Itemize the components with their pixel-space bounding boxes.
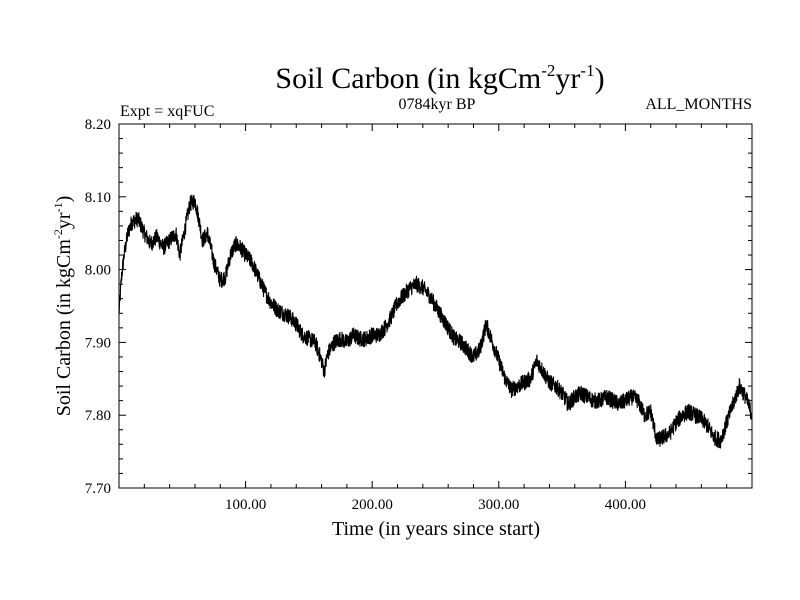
chart-title-main: Soil Carbon (in kgCm	[275, 62, 541, 95]
axis-ticks	[119, 123, 752, 489]
y-axis-label-sup1: -2	[51, 229, 65, 239]
y-tick-label: 7.70	[85, 481, 111, 497]
subtitle-right: ALL_MONTHS	[645, 96, 752, 113]
y-tick-label: 7.90	[85, 335, 111, 351]
x-tick-label: 400.00	[605, 497, 646, 513]
y-axis-label-mid: yr	[53, 212, 75, 229]
x-axis-label: Time (in years since start)	[332, 518, 540, 540]
y-axis-label: Soil Carbon (in kgCm-2yr-1)	[51, 196, 75, 417]
y-axis-label-sup2: -1	[51, 202, 65, 212]
axis-tick-labels: 100.00 200.00 300.00 400.00 7.70 7.80 7.90 8.00…	[85, 117, 646, 513]
chart-title-end: )	[595, 62, 605, 95]
chart-title-mid: yr	[555, 62, 580, 95]
y-tick-label: 8.20	[85, 117, 111, 133]
chart-title: Soil Carbon (in kgCm-2yr-1)	[275, 61, 604, 95]
subtitle-center: 0784kyr BP	[399, 96, 476, 113]
y-axis-label-end: )	[53, 196, 75, 203]
subtitle-left: Expt = xqFUC	[120, 103, 214, 120]
x-tick-label: 300.00	[478, 497, 519, 513]
y-tick-label: 8.00	[85, 263, 111, 279]
chart-title-sup1: -2	[541, 61, 555, 80]
x-tick-label: 100.00	[225, 497, 266, 513]
chart-title-sup2: -1	[580, 61, 594, 80]
y-axis-label-main: Soil Carbon (in kgCm	[53, 239, 75, 417]
y-tick-label: 7.80	[85, 408, 111, 424]
x-tick-label: 200.00	[352, 497, 393, 513]
y-tick-label: 8.10	[85, 190, 111, 206]
series-line-soil-carbon	[118, 194, 753, 449]
plot-frame	[118, 123, 753, 489]
